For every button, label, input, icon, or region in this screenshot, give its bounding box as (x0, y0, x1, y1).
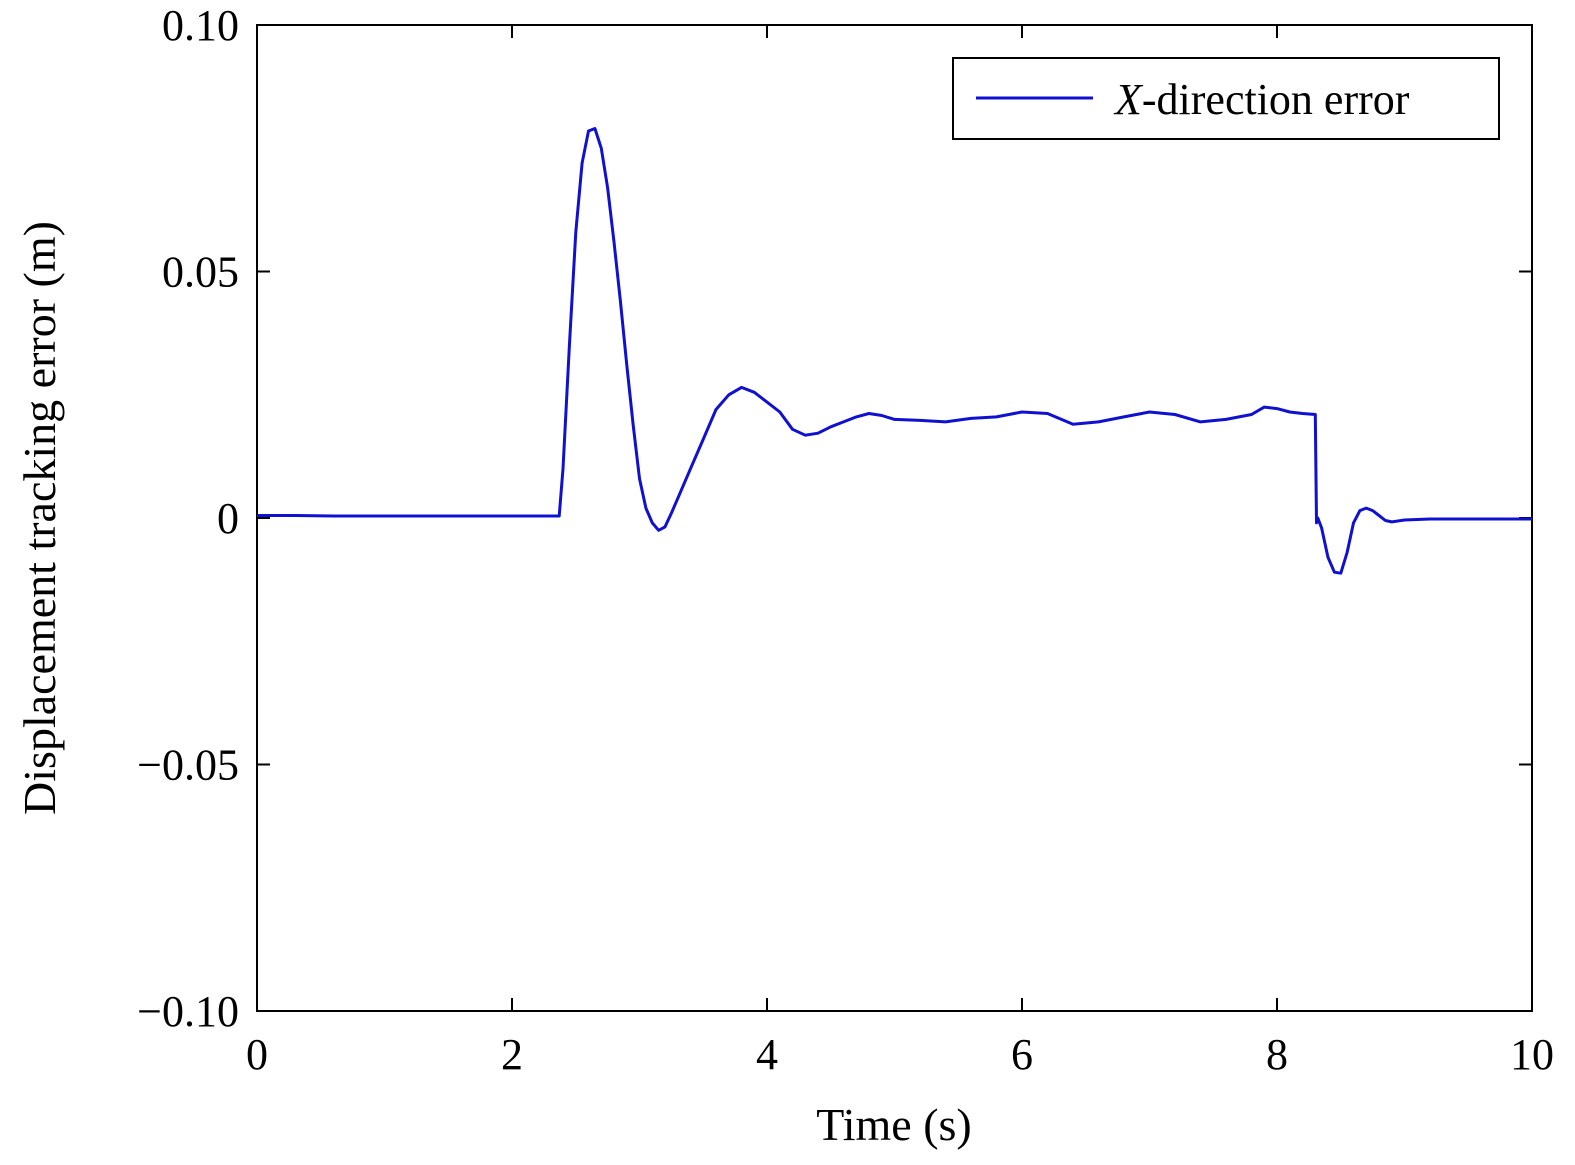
tick-labels: 0 2 4 6 8 10 −0.10 −0.05 0 0.05 0.10 (137, 1, 1554, 1079)
y-tick-label: 0.10 (162, 1, 239, 50)
x-tick-label: 8 (1266, 1030, 1288, 1079)
x-tick-label: 10 (1510, 1030, 1554, 1079)
legend-label-rest: -direction error (1142, 75, 1410, 124)
axis-ticks (256, 24, 1533, 1012)
x-tick-label: 0 (246, 1030, 268, 1079)
series-line-x-direction-error (257, 127, 1532, 575)
legend-label: X-direction error (1113, 75, 1410, 124)
x-tick-label: 6 (1011, 1030, 1033, 1079)
x-tick-label: 2 (501, 1030, 523, 1079)
y-axis-title: Displacement tracking error (m) (14, 221, 65, 815)
x-tick-label: 4 (756, 1030, 778, 1079)
y-tick-label: 0.05 (162, 248, 239, 297)
plot-frame (256, 24, 1533, 1012)
legend-label-italic: X (1113, 75, 1144, 124)
y-tick-label: −0.05 (137, 741, 239, 790)
legend: X-direction error (952, 57, 1500, 140)
y-tick-label: −0.10 (137, 987, 239, 1036)
y-tick-label: 0 (217, 494, 239, 543)
x-axis-title: Time (s) (816, 1099, 972, 1150)
